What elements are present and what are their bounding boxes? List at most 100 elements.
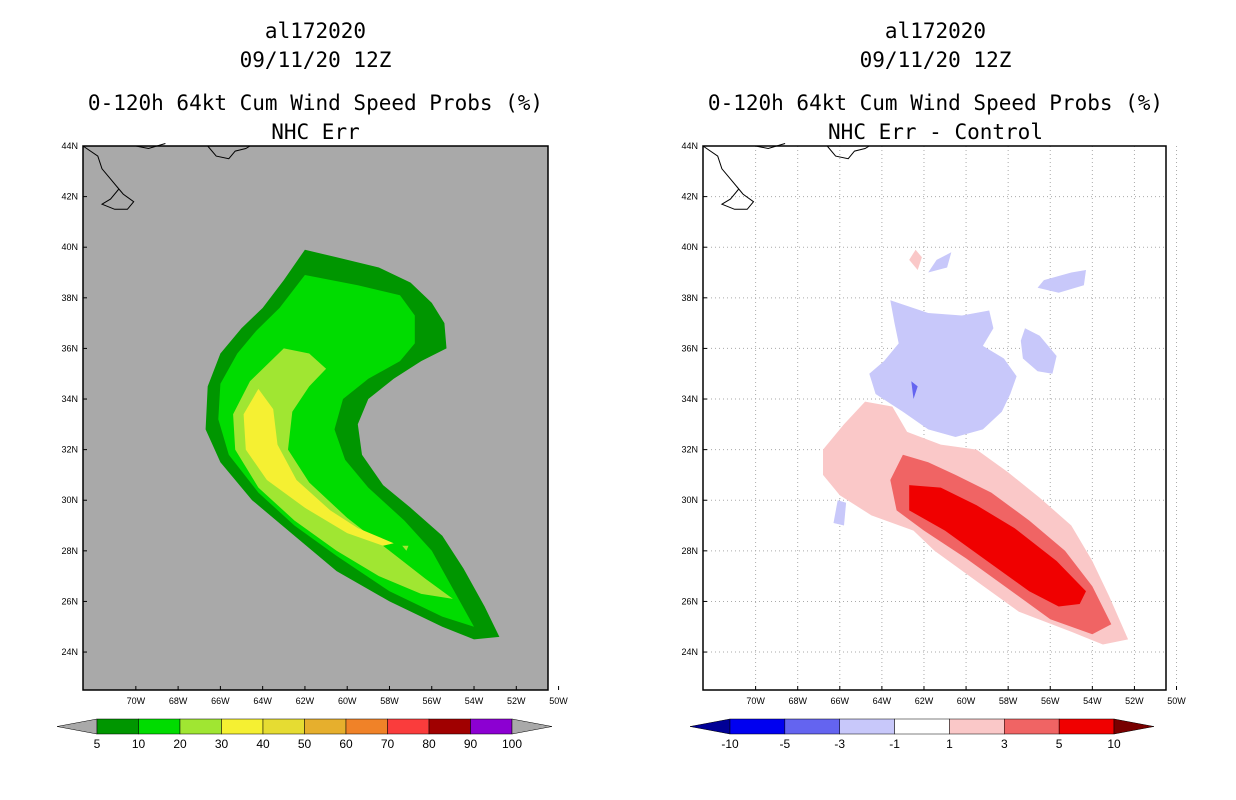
x-tick-label: 70W bbox=[746, 696, 765, 706]
map-panel-right: 70W 68W 66W 64W 62W 60W 58W 56W 54W 52W 50W 24N 26N 2… bbox=[681, 141, 1186, 706]
y-tick-label: 34N bbox=[681, 394, 698, 404]
colorbar-label: -5 bbox=[780, 737, 791, 751]
colorbar-label: -10 bbox=[721, 737, 739, 751]
x-tick-label: 66W bbox=[211, 696, 230, 706]
colorbar-segment bbox=[784, 718, 840, 735]
panel-left-subtitle: NHC Err bbox=[271, 120, 360, 144]
contour--3--1 bbox=[833, 500, 847, 526]
contour-20-30 bbox=[402, 545, 409, 551]
x-tick-label: 68W bbox=[169, 696, 188, 706]
x-tick-label: 54W bbox=[1083, 696, 1102, 706]
y-tick-label: 42N bbox=[61, 192, 78, 202]
y-tick-label: 32N bbox=[681, 445, 698, 455]
y-tick-label: 40N bbox=[61, 242, 78, 252]
colorbar-segment bbox=[345, 718, 388, 735]
colorbar-label: 20 bbox=[173, 737, 187, 751]
coastline bbox=[82, 145, 135, 210]
coastline bbox=[207, 145, 251, 160]
colorbar-segment bbox=[839, 718, 895, 735]
x-tick-label: 54W bbox=[465, 696, 484, 706]
y-tick-label: 36N bbox=[681, 343, 698, 353]
x-tick-label: 52W bbox=[507, 696, 526, 706]
colorbar-label: 40 bbox=[256, 737, 270, 751]
contour--3--1 bbox=[1037, 270, 1086, 293]
x-tick-label: 64W bbox=[253, 696, 272, 706]
x-tick-label: 66W bbox=[831, 696, 850, 706]
colorbar-arrow-low bbox=[689, 718, 731, 735]
panel-left-title: 0-120h 64kt Cum Wind Speed Probs (%) bbox=[87, 91, 544, 115]
map-frame bbox=[702, 145, 1167, 691]
map-panel-left: 70W 68W 66W 64W 62W 60W 58W 56W 54W 52W 50W 24N 26N 2… bbox=[61, 141, 568, 706]
y-tick-label: 34N bbox=[61, 394, 78, 404]
y-tick-label: 42N bbox=[681, 192, 698, 202]
colorbar-segment bbox=[96, 718, 139, 735]
contour-5-10 bbox=[909, 485, 1086, 607]
colorbar-label: 60 bbox=[339, 737, 353, 751]
colorbar-label: -1 bbox=[889, 737, 900, 751]
colorbar-label: -3 bbox=[834, 737, 845, 751]
colorbar-segment bbox=[387, 718, 430, 735]
coastline bbox=[702, 145, 755, 210]
colorbar-segment bbox=[729, 718, 786, 735]
colorbar-arrow-high bbox=[1113, 718, 1155, 735]
y-tick-label: 40N bbox=[681, 242, 698, 252]
contour--3--1 bbox=[869, 300, 1017, 437]
panel-right-title: 0-120h 64kt Cum Wind Speed Probs (%) bbox=[707, 91, 1164, 115]
colorbar-arrow-low bbox=[56, 718, 98, 735]
y-tick-label: 38N bbox=[61, 293, 78, 303]
x-tick-label: 58W bbox=[999, 696, 1018, 706]
colorbar-segment bbox=[894, 718, 950, 735]
panel-left-storm-id: al172020 bbox=[264, 19, 367, 43]
coastline bbox=[826, 145, 870, 160]
colorbar-segment bbox=[179, 718, 222, 735]
y-tick-label: 36N bbox=[61, 343, 78, 353]
colorbar-segment bbox=[138, 718, 181, 735]
colorbar-label: 5 bbox=[94, 737, 101, 751]
colorbar-segment bbox=[221, 718, 264, 735]
x-tick-label: 70W bbox=[127, 696, 146, 706]
x-tick-label: 56W bbox=[422, 696, 441, 706]
colorbar-label: 90 bbox=[464, 737, 478, 751]
x-tick-label: 50W bbox=[1167, 696, 1186, 706]
panel-right-subtitle: NHC Err - Control bbox=[828, 120, 1043, 144]
colorbar-label: 70 bbox=[381, 737, 395, 751]
colorbar-segment bbox=[1058, 718, 1115, 735]
x-tick-label: 64W bbox=[873, 696, 892, 706]
contour-1-3 bbox=[909, 249, 922, 270]
y-tick-label: 38N bbox=[681, 293, 698, 303]
x-tick-label: 60W bbox=[338, 696, 357, 706]
y-tick-label: 24N bbox=[61, 647, 78, 657]
x-tick-label: 68W bbox=[788, 696, 807, 706]
colorbar-segment bbox=[1004, 718, 1060, 735]
x-tick-label: 60W bbox=[957, 696, 976, 706]
contour--3--1 bbox=[1020, 328, 1057, 374]
colorbar-segment bbox=[428, 718, 471, 735]
panel-right-datetime: 09/11/20 12Z bbox=[859, 48, 1012, 72]
x-tick-label: 62W bbox=[915, 696, 934, 706]
map-frame bbox=[82, 145, 549, 691]
contour--5--3 bbox=[911, 381, 918, 399]
x-tick-label: 58W bbox=[380, 696, 399, 706]
coastline bbox=[135, 143, 166, 150]
colorbar-label: 80 bbox=[422, 737, 436, 751]
colorbar-right: -10 -5 -3 -1 1 3 5 10 bbox=[689, 718, 1155, 751]
panel-right-storm-id: al172020 bbox=[884, 19, 987, 43]
panel-left-datetime: 09/11/20 12Z bbox=[239, 48, 392, 72]
contour-20-30 bbox=[233, 348, 453, 599]
colorbar-segment bbox=[949, 718, 1005, 735]
colorbar-label: 3 bbox=[1001, 737, 1008, 751]
y-tick-label: 30N bbox=[61, 495, 78, 505]
y-tick-label: 26N bbox=[681, 596, 698, 606]
x-tick-label: 56W bbox=[1041, 696, 1060, 706]
y-tick-label: 30N bbox=[681, 495, 698, 505]
y-tick-label: 44N bbox=[61, 141, 78, 151]
colorbar-label: 30 bbox=[215, 737, 229, 751]
colorbar-left: 5 10 20 30 40 50 60 70 80 90 100 bbox=[56, 718, 553, 751]
y-tick-label: 24N bbox=[681, 647, 698, 657]
colorbar-label: 5 bbox=[1056, 737, 1063, 751]
colorbar-segment bbox=[304, 718, 347, 735]
colorbar-label: 1 bbox=[946, 737, 953, 751]
x-tick-label: 62W bbox=[296, 696, 315, 706]
y-tick-label: 28N bbox=[61, 546, 78, 556]
